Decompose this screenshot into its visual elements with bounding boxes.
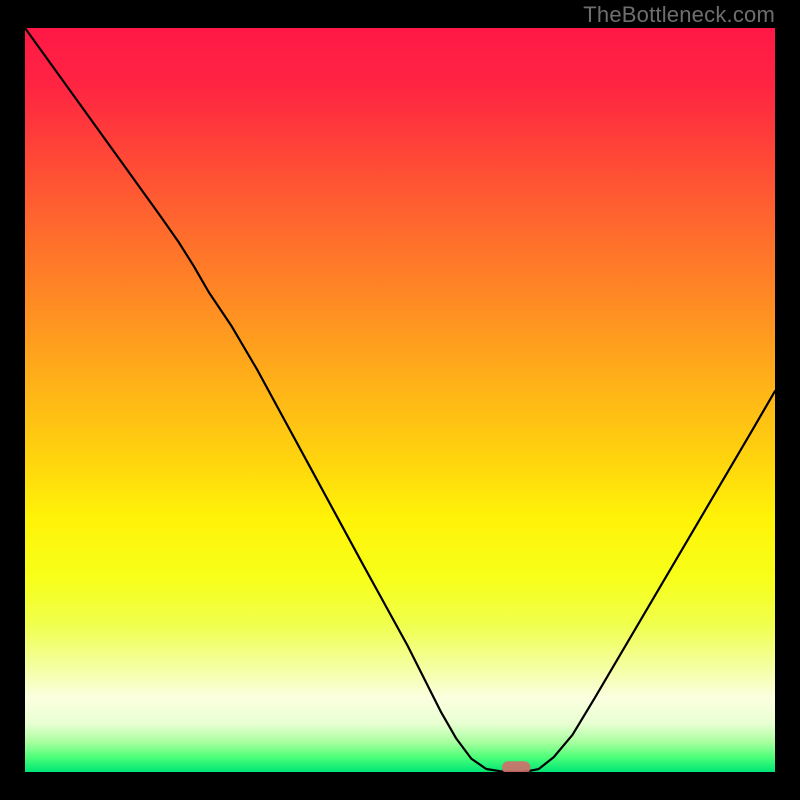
chart-overlay xyxy=(25,28,775,772)
optimal-marker xyxy=(502,761,531,772)
plot-area xyxy=(25,28,775,772)
watermark-text: TheBottleneck.com xyxy=(583,2,775,28)
bottleneck-curve xyxy=(25,28,775,772)
chart-frame: TheBottleneck.com xyxy=(0,0,800,800)
